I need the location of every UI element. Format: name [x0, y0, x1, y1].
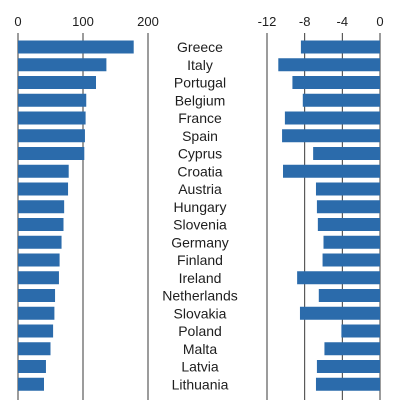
right-bar	[324, 342, 380, 356]
left-bar	[18, 360, 46, 373]
country-label: Ireland	[179, 270, 222, 286]
right-bar	[315, 182, 380, 196]
left-bar	[18, 147, 85, 160]
country-label: Austria	[178, 181, 222, 197]
left-bar-panel: 0 100 200	[14, 14, 159, 400]
country-label: Hungary	[174, 199, 227, 215]
country-label: Netherlands	[162, 288, 238, 304]
right-bar	[292, 76, 380, 89]
right-bar	[283, 164, 380, 178]
right-bar	[297, 271, 380, 285]
country-label: Slovakia	[174, 305, 227, 321]
left-bar	[18, 111, 86, 125]
left-bar	[18, 164, 69, 178]
right-bar	[318, 289, 380, 302]
left-bar	[18, 58, 107, 72]
country-label: Malta	[183, 341, 217, 357]
right-bar	[315, 377, 380, 391]
left-bar	[18, 182, 69, 196]
country-label: Spain	[182, 128, 218, 144]
country-label: Finland	[177, 252, 223, 268]
right-bar	[302, 93, 380, 107]
right-bar	[282, 129, 380, 143]
right-bar	[341, 324, 380, 338]
right-bar	[284, 111, 380, 125]
left-bar	[18, 271, 59, 285]
right-tick-label: -12	[258, 14, 277, 29]
left-bar	[18, 40, 134, 54]
country-label: Cyprus	[178, 146, 222, 162]
right-bar-panel: -12 -8 -4 0	[258, 14, 384, 400]
left-bar	[18, 218, 64, 231]
left-bar	[18, 377, 44, 391]
country-label: Latvia	[181, 359, 219, 375]
left-bar	[18, 253, 60, 267]
left-bar	[18, 306, 55, 320]
country-label: Portugal	[174, 75, 226, 91]
left-bar	[18, 235, 62, 249]
right-tick-label: -4	[337, 14, 349, 29]
country-label: Slovenia	[173, 217, 227, 233]
left-tick-label: 200	[137, 14, 159, 29]
left-bar	[18, 93, 87, 107]
left-bar	[18, 324, 54, 338]
left-bar	[18, 76, 96, 89]
country-label: Poland	[178, 323, 222, 339]
country-label: Croatia	[177, 163, 222, 179]
left-bar	[18, 289, 56, 302]
right-bar	[323, 235, 380, 249]
left-tick-label: 0	[14, 14, 21, 29]
right-tick-label: 0	[376, 14, 383, 29]
country-label: Belgium	[175, 92, 226, 108]
country-label: France	[178, 110, 222, 126]
right-bar	[299, 306, 380, 320]
left-bar	[18, 342, 51, 356]
left-tick-label: 100	[72, 14, 94, 29]
right-bar	[300, 40, 380, 54]
right-bar	[316, 200, 380, 214]
country-label: Lithuania	[172, 376, 229, 392]
right-bar	[316, 360, 380, 373]
right-bar	[322, 253, 380, 267]
right-tick-label: -8	[299, 14, 311, 29]
right-bar	[313, 147, 380, 160]
country-label: Germany	[171, 234, 229, 250]
country-label: Italy	[187, 57, 213, 73]
right-bar	[278, 58, 380, 72]
left-bar	[18, 200, 65, 214]
country-label: Greece	[177, 39, 223, 55]
right-bar	[317, 218, 380, 231]
left-bar	[18, 129, 85, 143]
